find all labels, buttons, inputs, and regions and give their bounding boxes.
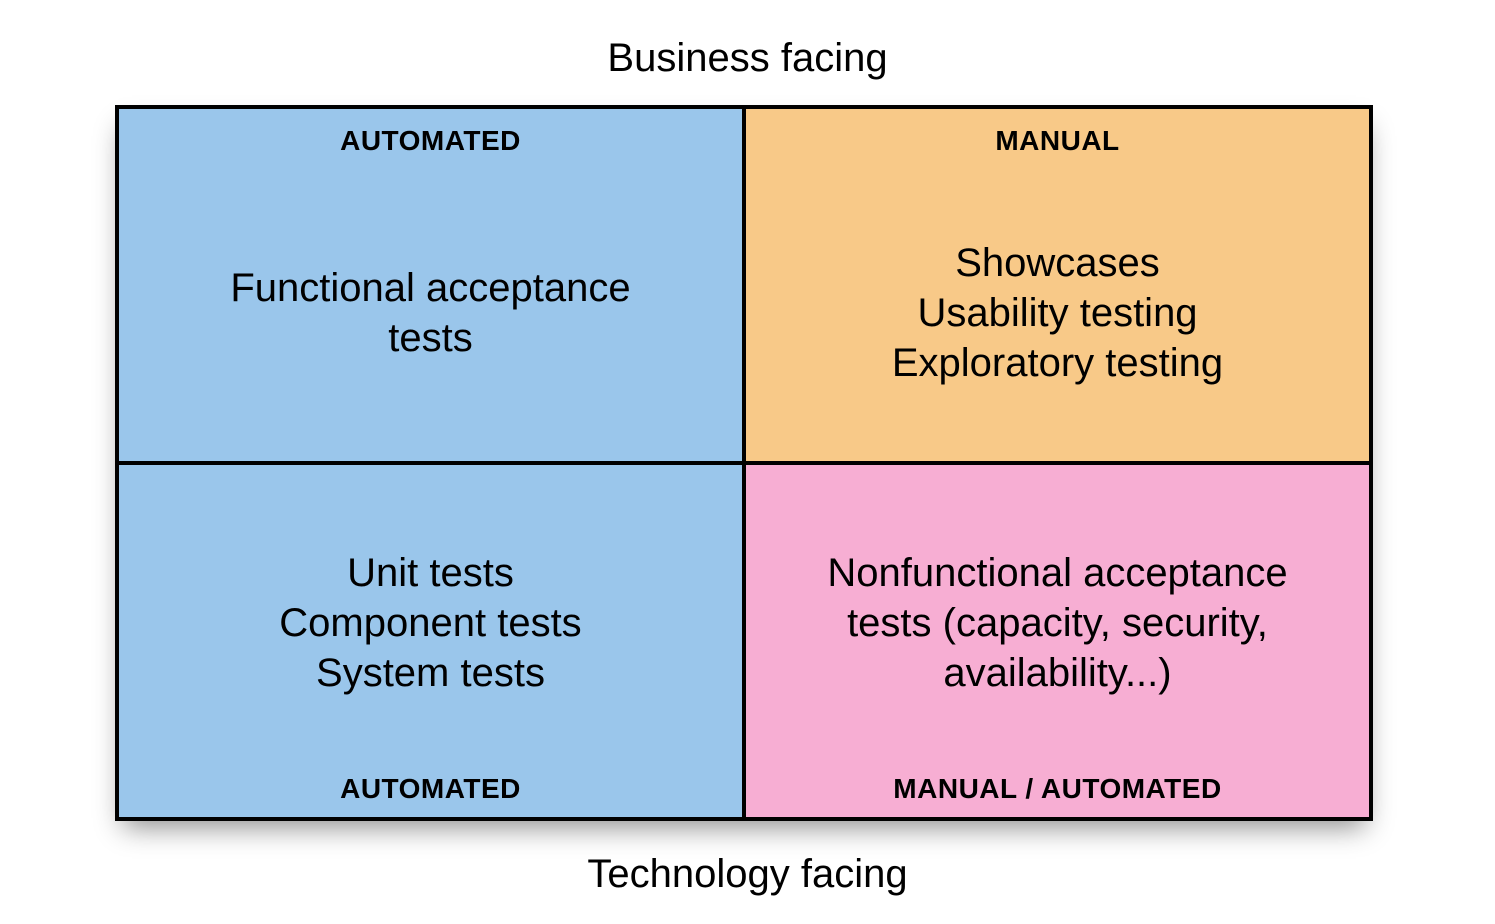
quadrant-line: Component tests: [279, 598, 581, 648]
quadrant-top-left: AUTOMATED Functional acceptance tests: [119, 109, 744, 463]
quadrant-line: Showcases: [955, 238, 1160, 288]
quadrant-line: Functional acceptance: [230, 263, 630, 313]
axis-label-top: Business facing: [0, 36, 1495, 81]
axis-label-bottom: Technology facing: [0, 852, 1495, 897]
quadrant-line: availability...): [943, 648, 1171, 698]
quadrant-grid: AUTOMATED Functional acceptance tests MA…: [115, 105, 1373, 821]
quadrant-body: Unit tests Component tests System tests: [139, 489, 722, 757]
quadrant-tag: MANUAL: [746, 125, 1369, 157]
quadrant-tag: AUTOMATED: [119, 773, 742, 805]
quadrant-line: tests (capacity, security,: [847, 598, 1268, 648]
quadrant-tag: MANUAL / AUTOMATED: [746, 773, 1369, 805]
quadrant-top-right: MANUAL Showcases Usability testing Explo…: [744, 109, 1369, 463]
quadrant-line: Unit tests: [347, 548, 514, 598]
quadrant-body: Functional acceptance tests: [139, 189, 722, 437]
quadrant-line: Usability testing: [917, 288, 1197, 338]
quadrant-tag: AUTOMATED: [119, 125, 742, 157]
quadrant-line: tests: [388, 313, 472, 363]
quadrant-line: Nonfunctional acceptance: [827, 548, 1287, 598]
quadrant-line: System tests: [316, 648, 545, 698]
quadrant-body: Showcases Usability testing Exploratory …: [766, 189, 1349, 437]
quadrant-line: Exploratory testing: [892, 338, 1223, 388]
quadrant-body: Nonfunctional acceptance tests (capacity…: [766, 489, 1349, 757]
quadrant-bottom-left: Unit tests Component tests System tests …: [119, 463, 744, 817]
testing-quadrant-diagram: Business facing Technology facing Suppor…: [0, 0, 1495, 924]
quadrant-bottom-right: Nonfunctional acceptance tests (capacity…: [744, 463, 1369, 817]
